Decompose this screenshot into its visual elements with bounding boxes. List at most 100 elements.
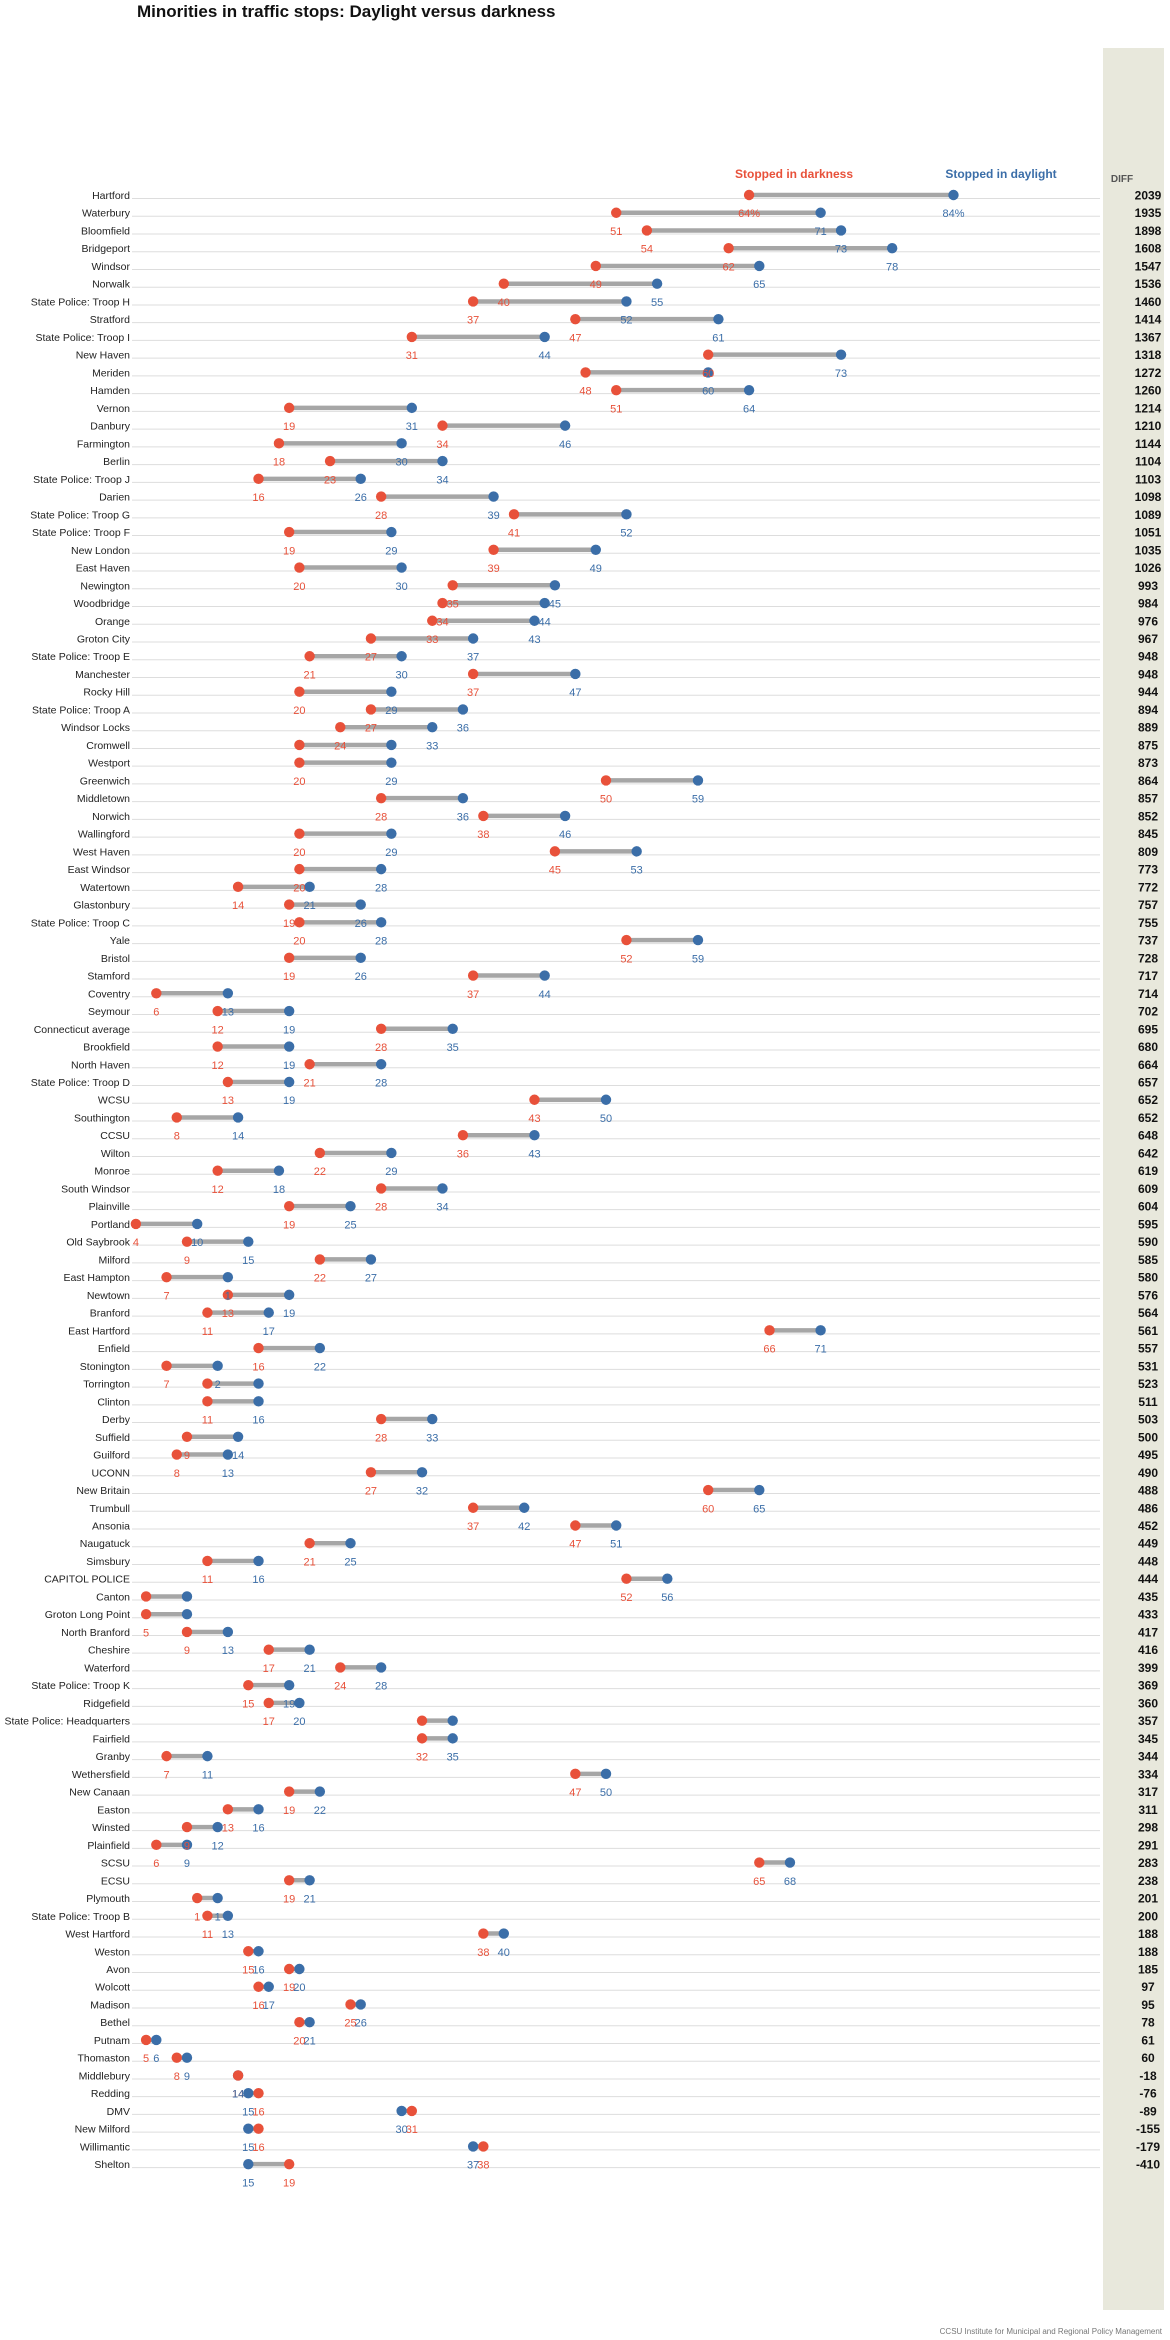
diff-value: 185 [1138,1963,1158,1977]
darkness-dot [375,1413,387,1425]
daylight-value-label: 33 [426,740,438,752]
daylight-dot [212,1360,223,1372]
daylight-dot [406,402,418,414]
row-label: Southington [74,1112,130,1124]
daylight-value-label: 29 [385,545,397,557]
darkness-dot [621,1573,632,1584]
darkness-value-label: 9 [184,1255,190,1267]
diff-value: 944 [1138,685,1158,699]
daylight-dot [835,225,847,236]
daylight-value-label: 25 [344,1556,356,1568]
diff-value: -179 [1136,2140,1160,2154]
row-label: DMV [107,2106,130,2118]
row-label: Plainville [89,1201,131,1213]
row-label: Clinton [97,1396,130,1408]
daylight-dot [621,509,632,520]
daylight-dot [631,846,642,857]
row-label: Stratford [90,314,130,326]
darkness-dot [447,580,458,591]
darkness-dot [314,1254,326,1265]
daylight-value-label: 7 [255,1397,261,1409]
diff-value: 399 [1138,1661,1158,1675]
darkness-value-label: 37 [467,1521,479,1533]
daylight-value-label: 78 [886,261,898,273]
diff-value: 511 [1138,1395,1158,1409]
darkness-value-label: 11 [202,1415,213,1427]
diff-value: 652 [1138,1111,1158,1125]
daylight-value-label: 47 [569,687,581,699]
darkness-dot [181,1626,193,1638]
darkness-dot [611,384,622,396]
diff-value: 495 [1138,1448,1158,1462]
row-label: West Haven [73,846,130,858]
diff-value: 967 [1138,632,1158,646]
diff-value: 416 [1138,1643,1158,1657]
daylight-dot [570,668,581,680]
darkness-value-label: 14 [232,900,244,912]
darkness-dot [478,810,489,822]
diff-value: 97 [1141,1980,1155,1994]
diff-value: 561 [1138,1324,1158,1338]
darkness-dot [192,1892,203,1904]
daylight-dot [304,1644,315,1655]
daylight-value-label: 45 [549,599,561,611]
darkness-dot [375,1183,387,1194]
darkness-dot [161,1750,172,1762]
row-label: State Police: Troop A [32,704,130,716]
row-label: Waterbury [82,208,131,220]
darkness-value-label: 20 [293,776,305,788]
daylight-value-label: 71 [814,1344,826,1356]
diff-value: 580 [1138,1271,1158,1285]
daylight-dot [457,704,469,715]
daylight-value-label: 26 [355,492,367,504]
daylight-value-label: 13 [222,1007,234,1019]
darkness-value-label: 12 [212,1024,224,1036]
row-label: Hamden [90,385,130,397]
daylight-value-label: 19 [283,1308,295,1320]
row-label: Connecticut average [34,1024,130,1036]
darkness-value-label: 39 [487,563,499,575]
darkness-value-label: 34 [436,616,448,628]
daylight-value-label: 26 [355,2018,367,2030]
daylight-value-label: 29 [385,705,397,717]
daylight-value-label: 49 [590,563,602,575]
daylight-value-label: 14 [232,2089,244,2101]
daylight-dot [467,633,479,644]
diff-panel [1103,48,1164,2310]
darkness-value-label: 8 [174,1468,180,1480]
diff-value: 619 [1138,1164,1158,1178]
daylight-value-label: 19 [283,1095,295,1107]
darkness-dot [375,1023,387,1034]
diff-value: 486 [1138,1501,1158,1515]
daylight-value-label: 17 [263,2000,275,2012]
darkness-dot [590,260,601,272]
row-label: Portland [91,1219,130,1231]
diff-value: 448 [1138,1554,1158,1568]
daylight-dot [181,1839,193,1851]
darkness-value-label: 45 [549,865,561,877]
darkness-value-label: 28 [375,811,387,823]
darkness-dot [570,313,581,325]
diff-value: 1272 [1135,366,1162,380]
diff-value: 695 [1138,1022,1158,1036]
diff-value: 1318 [1135,348,1162,362]
daylight-value-label: 50 [600,1787,612,1799]
daylight-value-label: 30 [395,669,407,681]
diff-value: 283 [1138,1856,1158,1870]
diff-value: 188 [1138,1927,1158,1941]
diff-value: 664 [1138,1058,1158,1072]
diff-value: 590 [1138,1235,1158,1249]
daylight-value-label: 40 [498,1947,510,1959]
daylight-dot [243,2087,254,2099]
darkness-value-label: 20 [293,705,305,717]
darkness-dot [703,1484,714,1496]
row-label: Berlin [103,456,130,468]
darkness-value-label: 16 [252,2142,264,2154]
row-label: Plymouth [86,1893,130,1905]
darkness-value-label: 62 [723,261,735,273]
diff-value: 317 [1138,1785,1158,1799]
diff-value: 948 [1138,650,1158,664]
daylight-dot [365,1254,377,1265]
darkness-value-label: 32 [416,1752,428,1764]
diff-value: 652 [1138,1093,1158,1107]
